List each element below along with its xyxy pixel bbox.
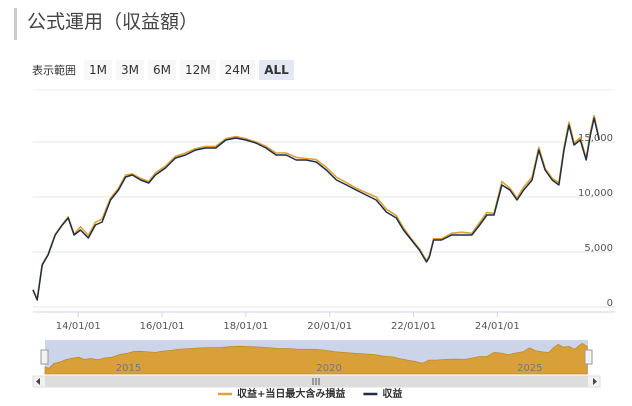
range-selector: 表示範囲 1M 3M 6M 12M 24M ALL [32, 60, 294, 80]
range-button[interactable]: 1M [84, 60, 112, 80]
x-tick-label: 14/01/01 [56, 321, 101, 332]
navigator-handle [40, 349, 49, 365]
navigator-label: 2025 [517, 363, 542, 374]
y-tick-label: 5,000 [584, 243, 613, 254]
range-button[interactable]: ALL [259, 60, 294, 80]
navigator-handle [584, 349, 593, 365]
legend-label: 収益 [382, 387, 402, 400]
range-label: 表示範囲 [32, 64, 76, 77]
y-tick-label: 10,000 [578, 188, 613, 199]
scroll-arrow [36, 378, 40, 385]
x-tick-label: 24/01/01 [475, 321, 520, 332]
series-line [32, 117, 600, 301]
title-bar: 公式運用（収益額） [14, 8, 198, 40]
range-button[interactable]: 6M [148, 60, 176, 80]
navigator-label: 2015 [116, 363, 141, 374]
range-button[interactable]: 3M [116, 60, 144, 80]
x-tick-label: 20/01/01 [307, 321, 352, 332]
scroll-arrow [593, 378, 597, 385]
range-button[interactable]: 12M [180, 60, 216, 80]
title: 公式運用（収益額） [27, 11, 199, 33]
navigator-area [44, 343, 588, 375]
y-tick-label: 0 [607, 298, 613, 309]
x-tick-label: 16/01/01 [140, 321, 185, 332]
x-tick-label: 22/01/01 [391, 321, 436, 332]
series-line [32, 114, 600, 301]
range-button[interactable]: 24M [219, 60, 256, 80]
y-tick-label: 15,000 [578, 133, 613, 144]
navigator-label: 2020 [316, 363, 341, 374]
x-tick-label: 18/01/01 [223, 321, 268, 332]
legend-label: 収益+当日最大含み損益 [237, 387, 345, 400]
